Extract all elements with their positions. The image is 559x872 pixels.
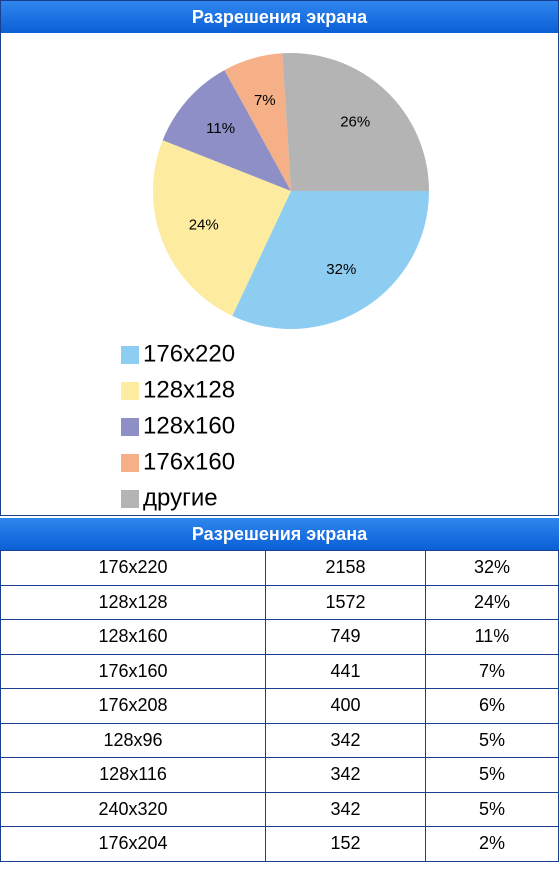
legend-swatch [121, 454, 139, 472]
table-cell: 5% [424, 722, 559, 758]
pie-slice [224, 53, 291, 192]
legend-label: 176x160 [143, 448, 235, 475]
table-row: 176x204 152 2% [0, 826, 559, 862]
legend-swatch [121, 490, 139, 508]
table-cell: 6% [424, 688, 559, 724]
pie-slice [282, 53, 429, 191]
table-cell: 342 [265, 722, 426, 758]
legend-label: 128x128 [143, 376, 235, 403]
table-cell: 2158 [265, 550, 426, 586]
table-cell: 7% [424, 653, 559, 689]
pie-slice [162, 70, 291, 191]
table-cell: 152 [265, 826, 426, 862]
table-cell: 342 [265, 791, 426, 827]
table-row: 240x320 342 5% [0, 791, 559, 827]
table-cell: 176x208 [0, 688, 267, 724]
table-cell: 32% [424, 550, 559, 586]
table-cell: 128x96 [0, 722, 267, 758]
legend-swatch [121, 346, 139, 364]
table: 176x220 2158 32% 128x128 1572 24% 128x160 749 11… [0, 550, 559, 862]
chart-title: Разрешения экрана [1, 1, 558, 33]
chart-panel: Разрешения экрана 32% 24% 11% 7% 26% 176x220 1… [0, 0, 559, 516]
table-cell: 2% [424, 826, 559, 862]
table-row: 176x208 400 6% [0, 688, 559, 724]
table-cell: 5% [424, 757, 559, 793]
data-label: 11% [206, 120, 235, 137]
table-cell: 128x160 [0, 619, 267, 655]
chart: 32% 24% 11% 7% 26% 176x220 128x128 128x160 176x1… [121, 53, 429, 511]
data-label: 26% [340, 114, 370, 131]
legend-label: другие [143, 484, 218, 511]
legend-swatch [121, 382, 139, 400]
legend-label: 128x160 [143, 412, 235, 439]
data-label: 24% [189, 217, 219, 234]
table-cell: 128x128 [0, 584, 267, 620]
table-cell: 342 [265, 757, 426, 793]
table-row: 176x220 2158 32% [0, 550, 559, 586]
table-cell: 24% [424, 584, 559, 620]
legend-swatch [121, 418, 139, 436]
table-cell: 176x204 [0, 826, 267, 862]
data-label: 7% [254, 92, 276, 109]
data-label: 32% [326, 261, 356, 278]
pie-slice [153, 140, 291, 316]
table-row: 128x160 749 11% [0, 619, 559, 655]
table-title: Разрешения экрана [0, 518, 559, 550]
table-cell: 1572 [265, 584, 426, 620]
table-cell: 176x220 [0, 550, 267, 586]
pie-slice [232, 191, 429, 329]
table-cell: 749 [265, 619, 426, 655]
table-cell: 5% [424, 791, 559, 827]
table-row: 128x116 342 5% [0, 757, 559, 793]
table-cell: 128x116 [0, 757, 267, 793]
table-row: 128x128 1572 24% [0, 584, 559, 620]
table-cell: 400 [265, 688, 426, 724]
table-row: 176x160 441 7% [0, 653, 559, 689]
table-cell: 240x320 [0, 791, 267, 827]
table-cell: 441 [265, 653, 426, 689]
table-row: 128x96 342 5% [0, 722, 559, 758]
table-cell: 176x160 [0, 653, 267, 689]
table-cell: 11% [424, 619, 559, 655]
legend-label: 176x220 [143, 340, 235, 367]
